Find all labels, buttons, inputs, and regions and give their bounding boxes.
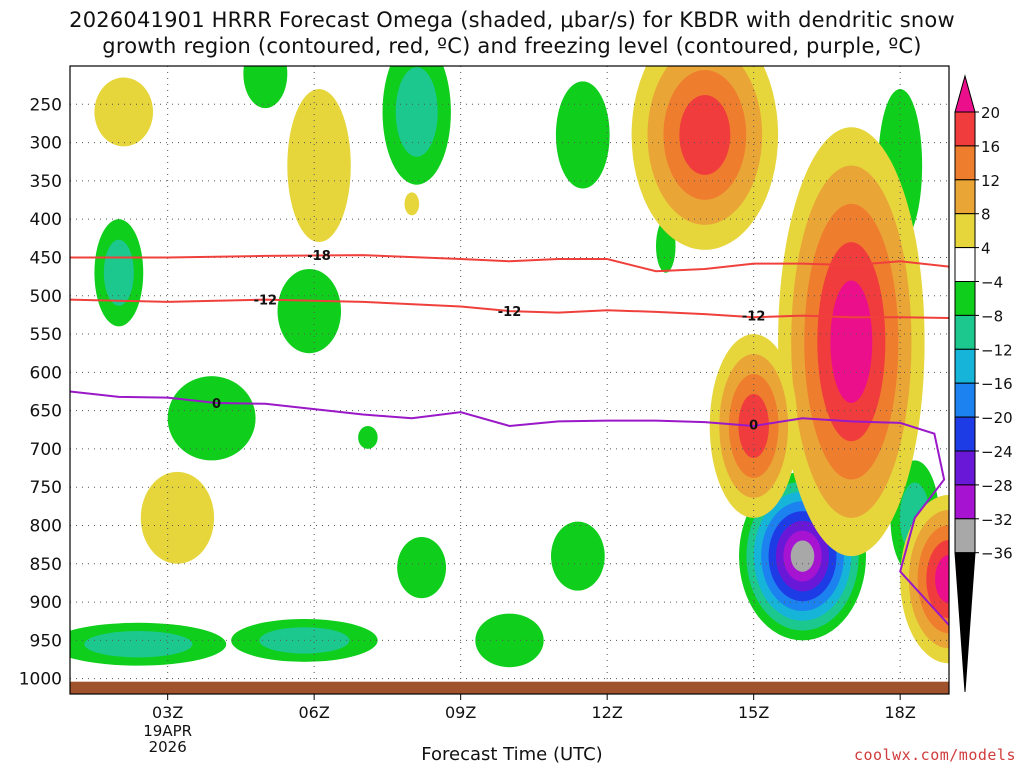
omega-region-23-level-4 <box>404 192 420 216</box>
y-tick-label-250: 250 <box>30 95 62 115</box>
isotherm-label: -12 <box>742 310 766 325</box>
colorbar-label-5: −4 <box>981 274 1003 292</box>
y-tick-label-550: 550 <box>30 325 62 345</box>
omega-region-19-level-20 <box>935 555 949 604</box>
omega-region-9-level--4 <box>551 521 605 591</box>
credit-text: coolwx.com/models <box>853 746 1016 764</box>
omega-region-3-level--4 <box>243 66 288 109</box>
isotherm-label: 0 <box>212 397 221 412</box>
plot-frame <box>69 65 950 695</box>
colorbar-swatch-6 <box>954 314 976 350</box>
x-tick-label-09Z: 09Z <box>445 703 476 722</box>
chart-title-line-2: growth region (contoured, red, ºC) and f… <box>102 34 922 58</box>
colorbar-swatch-0 <box>954 111 976 147</box>
omega-region-14-level--32 <box>790 540 815 572</box>
isotherm-label: 0 <box>749 418 758 433</box>
y-tick-label-900: 900 <box>30 593 62 613</box>
colorbar-swatch-7 <box>954 348 976 384</box>
omega-region-17-level-20 <box>830 280 873 403</box>
isotherm-label: -18 <box>307 249 331 264</box>
y-tick-label-300: 300 <box>30 134 62 154</box>
colorbar-label-10: −24 <box>981 443 1013 461</box>
colorbar-label-11: −28 <box>981 477 1013 495</box>
colorbar-swatch-11 <box>954 484 976 520</box>
colorbar-swatch-9 <box>954 416 976 452</box>
y-tick-label-650: 650 <box>30 402 62 422</box>
omega-region-10-level--4 <box>475 613 544 668</box>
colorbar-swatch-8 <box>954 382 976 418</box>
colorbar-label-8: −16 <box>981 375 1013 393</box>
omega-region-1-level--4 <box>167 376 256 461</box>
omega-region-16-level-16 <box>679 94 731 175</box>
x-tick-sublabel: 2026 <box>149 738 187 756</box>
colorbar-swatch-3 <box>954 213 976 249</box>
isotherm-label: -12 <box>254 294 278 309</box>
colorbar-label-2: 12 <box>981 172 1000 190</box>
y-tick-label-700: 700 <box>30 440 62 460</box>
colorbar-label-1: 16 <box>981 138 1000 156</box>
y-tick-label-400: 400 <box>30 210 62 230</box>
omega-region-22-level-4 <box>94 77 154 147</box>
x-tick-label-03Z: 03Z <box>152 703 183 722</box>
omega-region-8-level--4 <box>397 537 447 599</box>
colorbar-label-4: 4 <box>981 240 991 258</box>
colorbar-swatch-2 <box>954 179 976 215</box>
colorbar-swatch-1 <box>954 145 976 181</box>
y-tick-label-950: 950 <box>30 631 62 651</box>
y-tick-label-600: 600 <box>30 363 62 383</box>
terrain-surface <box>70 681 949 694</box>
isotherm-0-line <box>70 390 949 626</box>
colorbar-label-0: 20 <box>981 104 1000 122</box>
omega-region-20-level-4 <box>140 471 215 564</box>
colorbar-swatch-12 <box>954 518 976 554</box>
colorbar-swatch-10 <box>954 450 976 486</box>
x-tick-label-12Z: 12Z <box>592 703 623 722</box>
y-tick-label-800: 800 <box>30 517 62 537</box>
x-axis-title: Forecast Time (UTC) <box>421 744 603 765</box>
y-tick-label-450: 450 <box>30 248 62 268</box>
colorbar-swatch-4 <box>954 247 976 283</box>
colorbar-label-7: −12 <box>981 341 1013 359</box>
colorbar-swatch-5 <box>954 281 976 316</box>
omega-region-5-level--4 <box>555 81 610 189</box>
colorbar-label-12: −32 <box>981 511 1013 529</box>
isotherm-label: -12 <box>498 305 522 320</box>
isotherm--18-line <box>70 254 949 273</box>
omega-region-2-level--4 <box>277 268 342 354</box>
x-tick-label-15Z: 15Z <box>738 703 769 722</box>
y-tick-label-500: 500 <box>30 287 62 307</box>
isotherm--12-line <box>70 298 949 319</box>
omega-region-11-level--8 <box>84 631 193 658</box>
omega-region-0-level--8 <box>103 239 134 306</box>
colorbar-label-6: −8 <box>981 307 1003 325</box>
omega-region-4-level--8 <box>395 67 438 157</box>
y-tick-label-850: 850 <box>30 555 62 575</box>
colorbar-label-13: −36 <box>981 545 1013 563</box>
y-tick-label-350: 350 <box>30 172 62 192</box>
colorbar-bottom-arrow <box>954 552 976 693</box>
x-tick-label-06Z: 06Z <box>299 703 330 722</box>
colorbar-label-9: −20 <box>981 409 1013 427</box>
y-tick-label-750: 750 <box>30 478 62 498</box>
y-tick-label-1000: 1000 <box>19 670 62 690</box>
colorbar-label-3: 8 <box>981 206 991 224</box>
x-tick-label-18Z: 18Z <box>885 703 916 722</box>
omega-region-13-level--4 <box>358 425 378 449</box>
x-tick-sublabel: 19APR <box>143 722 192 740</box>
chart-title-line-1: 2026041901 HRRR Forecast Omega (shaded, … <box>69 8 955 32</box>
colorbar-top-arrow <box>954 74 976 113</box>
omega-region-21-level-4 <box>287 88 351 243</box>
